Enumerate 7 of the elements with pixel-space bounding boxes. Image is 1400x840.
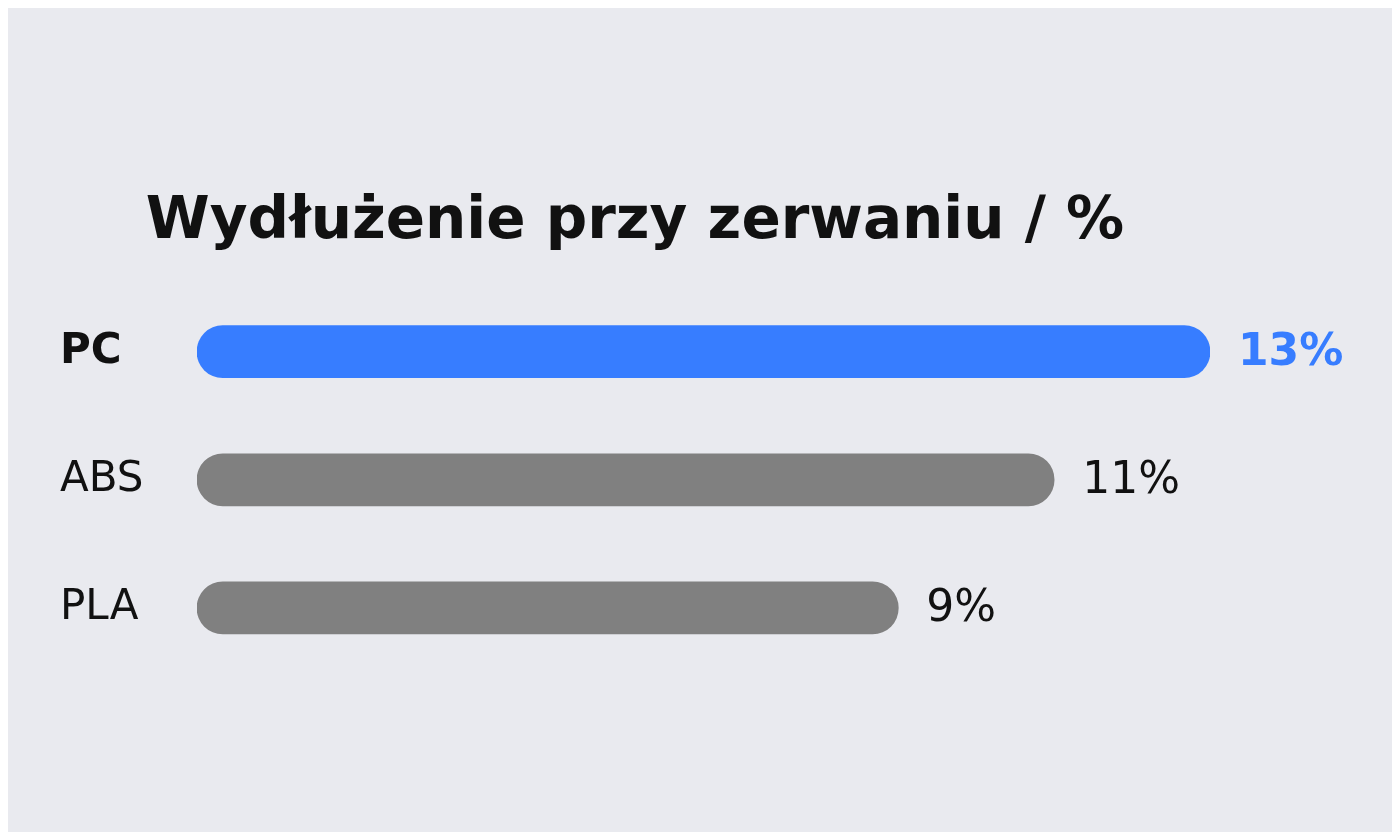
data-label: 9% [926, 580, 997, 632]
y-tick-label: PC [60, 323, 122, 373]
y-tick-label: ABS [60, 451, 144, 501]
y-tick-label: PLA [60, 579, 139, 629]
data-label: 11% [1082, 452, 1180, 504]
data-label: 13% [1238, 324, 1344, 376]
chart-title: Wydłużenie przy zerwaniu / % [145, 183, 1125, 252]
